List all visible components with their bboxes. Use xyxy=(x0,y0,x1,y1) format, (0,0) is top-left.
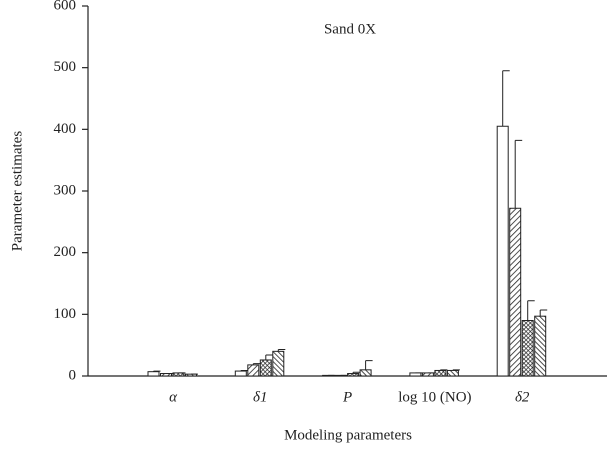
bar xyxy=(347,373,360,377)
bar xyxy=(172,372,185,377)
bar xyxy=(160,373,172,377)
error-bar xyxy=(265,354,273,360)
x-tick-label: α xyxy=(169,389,178,405)
bar xyxy=(334,374,347,377)
chart-title: Sand 0X xyxy=(324,21,376,37)
error-bar xyxy=(527,300,535,321)
y-tick-label: 600 xyxy=(54,0,77,13)
x-tick-label: log 10 (NO) xyxy=(398,389,471,405)
y-tick-label: 0 xyxy=(69,367,77,383)
x-tick-label: δ1 xyxy=(253,389,267,405)
bar xyxy=(446,369,459,377)
bar xyxy=(322,374,335,377)
error-bar xyxy=(514,139,523,209)
y-tick-label: 500 xyxy=(54,59,77,75)
bar xyxy=(409,372,422,377)
error-bar xyxy=(502,70,510,127)
bar xyxy=(234,370,247,377)
bar xyxy=(509,207,522,377)
x-tick-label: δ2 xyxy=(515,389,530,405)
y-tick-label: 400 xyxy=(54,121,77,137)
bar xyxy=(359,369,372,377)
x-axis-label: Modeling parameters xyxy=(284,427,412,443)
bar xyxy=(421,372,434,377)
bar xyxy=(185,373,197,377)
error-bar xyxy=(365,360,373,370)
y-tick-label: 300 xyxy=(54,182,77,198)
bar xyxy=(521,320,534,377)
bar xyxy=(434,369,447,377)
bar xyxy=(534,315,547,377)
bar xyxy=(496,125,509,377)
y-tick-label: 100 xyxy=(54,306,77,322)
y-axis-label: Parameter estimates xyxy=(9,131,25,252)
y-tick-label: 200 xyxy=(54,244,77,260)
bar xyxy=(247,364,260,377)
error-bar xyxy=(539,309,548,317)
x-tick-label: P xyxy=(342,389,352,405)
bar xyxy=(272,350,285,377)
bar xyxy=(259,359,272,377)
bar xyxy=(147,371,160,377)
